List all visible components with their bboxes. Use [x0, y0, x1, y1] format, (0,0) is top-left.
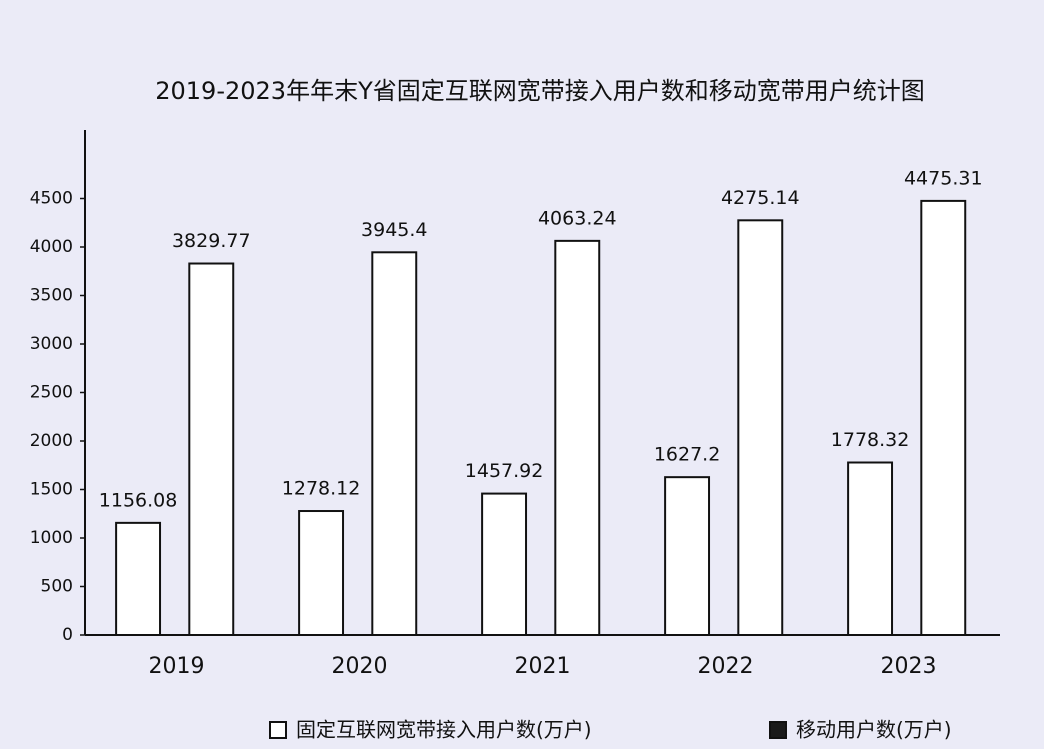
- value-label: 1156.08: [99, 489, 178, 511]
- legend-marker: [769, 721, 787, 739]
- y-tick-label: 1000: [30, 528, 73, 548]
- value-label: 1457.92: [465, 460, 544, 482]
- legend-label: 固定互联网宽带接入用户数(万户): [296, 718, 592, 742]
- y-tick-label: 0: [62, 625, 73, 645]
- bar: [847, 461, 894, 636]
- bar: [920, 199, 967, 636]
- y-tick-label: 4500: [30, 189, 73, 209]
- value-label: 4475.31: [904, 167, 983, 189]
- x-tick-label: 2022: [698, 654, 754, 679]
- x-tick-label: 2023: [881, 654, 937, 679]
- legend-marker: [269, 721, 287, 739]
- bar: [664, 476, 711, 636]
- y-tick-label: 2500: [30, 383, 73, 403]
- value-label: 3829.77: [172, 230, 251, 252]
- y-tick-label: 4000: [30, 237, 73, 257]
- bar: [737, 219, 784, 636]
- bar: [115, 521, 162, 636]
- bar: [481, 492, 528, 636]
- bar: [188, 262, 235, 636]
- bar: [298, 510, 345, 637]
- y-tick-label: 3000: [30, 334, 73, 354]
- y-tick-label: 500: [41, 577, 73, 597]
- bar: [371, 251, 418, 636]
- value-label: 4063.24: [538, 207, 617, 229]
- legend-label: 移动用户数(万户): [796, 718, 952, 742]
- value-label: 1278.12: [282, 478, 361, 500]
- x-tick-label: 2021: [515, 654, 571, 679]
- y-tick-label: 1500: [30, 480, 73, 500]
- y-tick-label: 3500: [30, 286, 73, 306]
- x-tick-label: 2020: [332, 654, 388, 679]
- bar: [554, 239, 601, 636]
- chart-title: 2019-2023年年末Y省固定互联网宽带接入用户数和移动宽带用户统计图: [155, 77, 924, 105]
- y-tick-label: 2000: [30, 431, 73, 451]
- value-label: 1778.32: [831, 429, 910, 451]
- x-tick-label: 2019: [149, 654, 205, 679]
- value-label: 4275.14: [721, 187, 800, 209]
- value-label: 1627.2: [654, 444, 720, 466]
- value-label: 3945.4: [361, 219, 427, 241]
